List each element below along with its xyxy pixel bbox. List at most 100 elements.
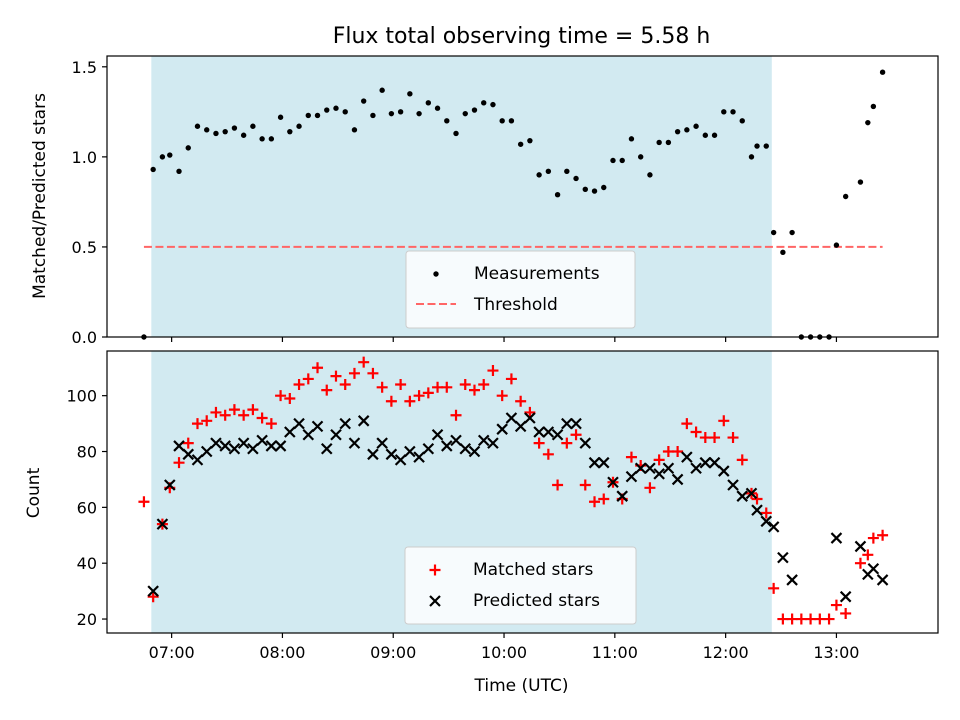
data-point — [459, 442, 472, 455]
data-point — [768, 582, 780, 594]
data-point — [238, 409, 250, 421]
data-point — [296, 123, 302, 129]
data-point — [425, 100, 432, 106]
data-point — [690, 462, 702, 475]
data-point — [551, 428, 564, 441]
axes-frame — [106, 350, 939, 634]
data-point — [277, 114, 284, 120]
data-point — [517, 141, 524, 147]
data-point — [653, 468, 665, 480]
x-tick-label: 10:00 — [481, 643, 527, 662]
data-point — [570, 429, 582, 441]
data-point — [302, 428, 315, 441]
data-point — [767, 521, 780, 533]
data-point — [367, 448, 379, 461]
data-point — [842, 193, 849, 200]
data-point — [524, 412, 536, 424]
data-point — [228, 404, 240, 416]
data-point — [496, 423, 508, 435]
bottom-y-axis-label: Count — [24, 467, 44, 518]
data-point — [727, 432, 739, 444]
data-point — [404, 395, 416, 407]
data-point — [444, 118, 450, 124]
data-point — [413, 451, 425, 463]
data-point — [736, 490, 749, 502]
y-tick-label: 40 — [77, 554, 97, 573]
data-point — [598, 493, 610, 505]
data-point — [671, 473, 684, 486]
data-point — [588, 456, 601, 469]
data-point — [231, 125, 238, 131]
data-point — [333, 105, 339, 111]
data-point — [508, 118, 515, 124]
data-point — [222, 128, 228, 135]
data-point — [616, 490, 628, 502]
data-point — [870, 103, 877, 110]
data-point — [721, 109, 727, 115]
data-point — [505, 412, 518, 424]
data-point — [219, 409, 231, 421]
data-point — [321, 384, 333, 396]
legend-label: Predicted stars — [473, 591, 600, 611]
data-point — [468, 445, 481, 458]
data-point — [786, 613, 798, 625]
data-point — [395, 379, 407, 391]
data-point — [823, 613, 835, 625]
data-point — [644, 482, 656, 494]
data-point — [459, 379, 471, 391]
data-point — [644, 462, 656, 475]
data-point — [628, 136, 635, 142]
data-point — [441, 440, 453, 452]
data-point — [194, 123, 201, 129]
data-point — [191, 454, 204, 466]
data-point — [324, 107, 330, 113]
data-point — [247, 404, 259, 416]
data-point — [751, 493, 763, 505]
data-point — [320, 442, 333, 455]
data-point — [570, 417, 582, 430]
data-point — [718, 465, 730, 477]
data-point — [862, 549, 874, 561]
data-point — [358, 356, 370, 368]
data-point — [879, 69, 886, 75]
data-point — [554, 191, 561, 198]
data-point — [237, 437, 250, 449]
data-point — [777, 551, 789, 564]
data-point — [275, 390, 287, 402]
legend-box — [404, 546, 637, 625]
data-point — [213, 130, 219, 137]
data-point — [730, 109, 736, 115]
legend-label: Threshold — [473, 295, 558, 315]
data-point — [305, 112, 311, 119]
data-point — [830, 532, 843, 544]
data-point — [259, 136, 265, 142]
data-point — [351, 127, 358, 133]
data-point — [176, 168, 182, 174]
data-point — [204, 127, 210, 133]
data-point — [634, 462, 647, 475]
data-point — [805, 613, 817, 625]
data-point — [265, 440, 278, 452]
data-point — [200, 445, 213, 458]
data-point — [159, 154, 166, 160]
data-point — [394, 454, 407, 466]
data-point — [367, 367, 379, 379]
data-point — [780, 249, 786, 256]
x-tick-label: 08:00 — [259, 643, 305, 662]
data-point — [385, 395, 397, 407]
data-point — [499, 118, 505, 124]
data-point — [514, 420, 527, 433]
data-point — [589, 496, 601, 508]
data-point — [450, 409, 462, 421]
data-point — [496, 390, 508, 402]
legend: Measurements Threshold — [405, 250, 636, 329]
data-point — [760, 515, 773, 528]
data-point — [173, 440, 185, 452]
data-point — [684, 127, 690, 133]
data-point — [656, 139, 662, 146]
data-point — [601, 184, 607, 191]
data-point — [490, 101, 496, 108]
data-point — [256, 412, 268, 424]
data-point — [672, 446, 684, 458]
